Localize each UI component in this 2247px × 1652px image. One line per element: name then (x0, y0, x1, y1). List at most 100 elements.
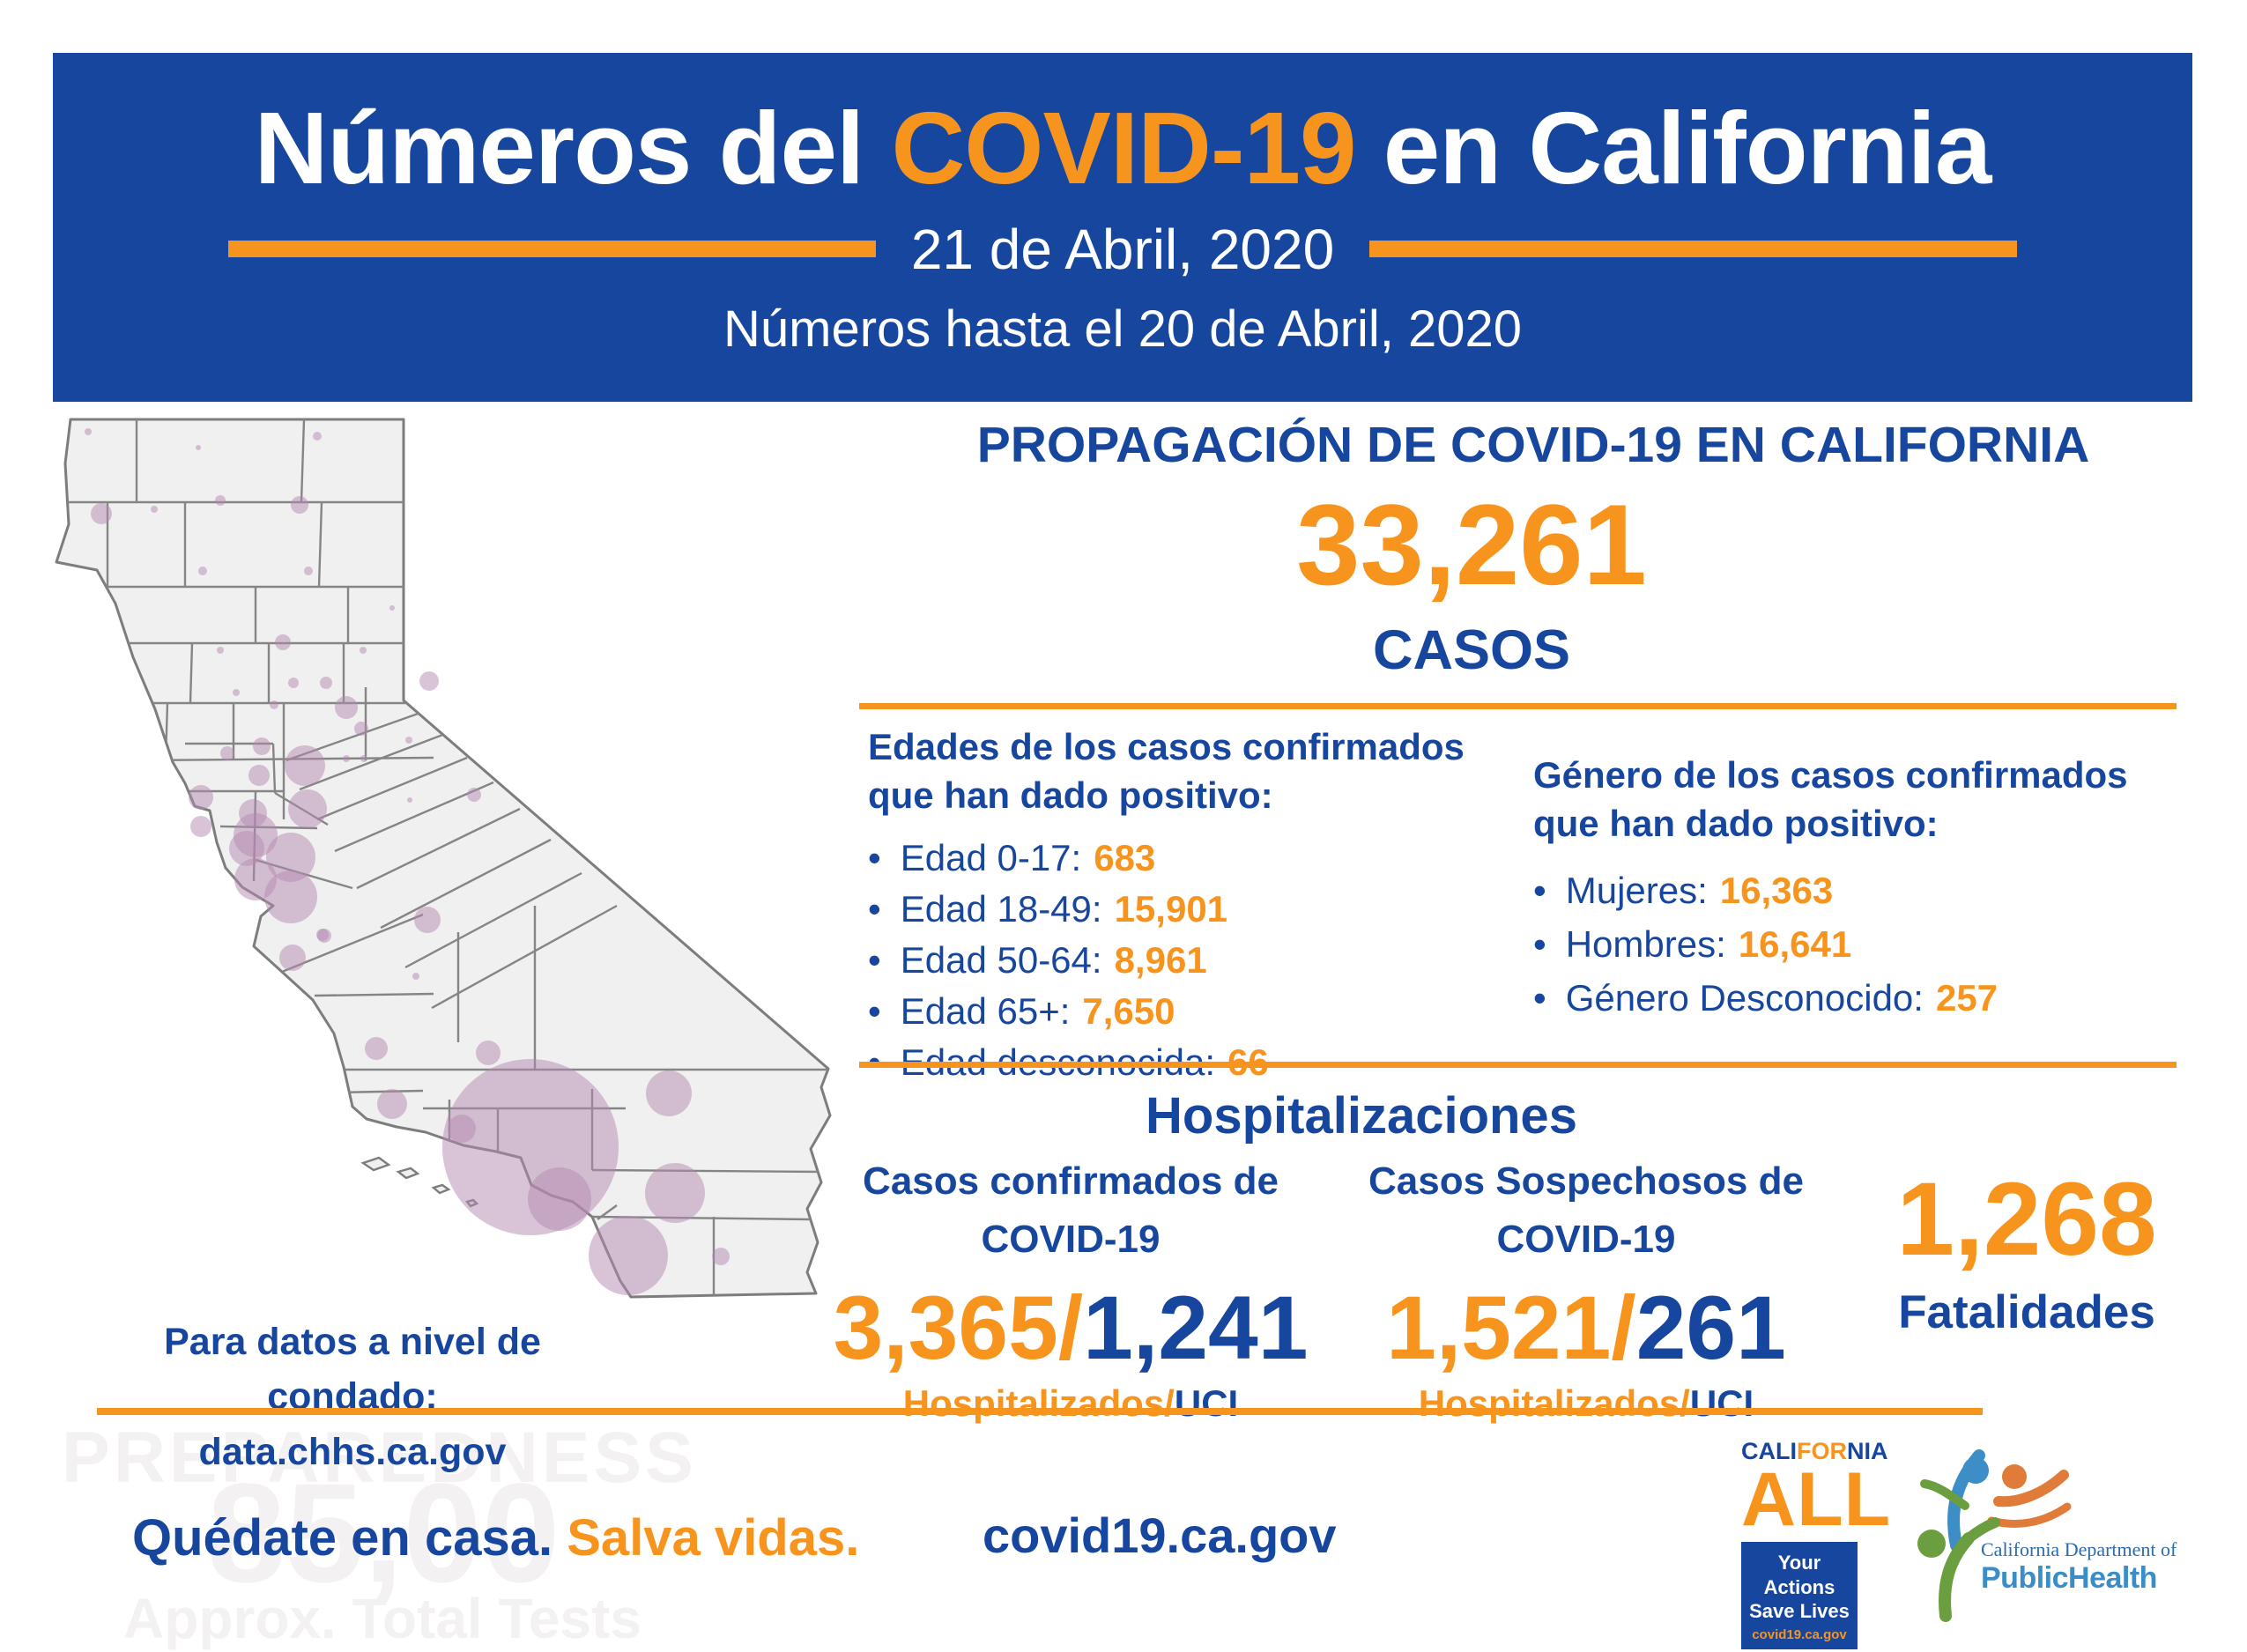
case-bubble (288, 678, 299, 688)
case-bubble (343, 755, 350, 762)
watermark-number: 85,00 (207, 1454, 560, 1611)
case-bubble (412, 973, 419, 980)
case-bubble (646, 1070, 692, 1116)
propagation-title: PROPAGACIÓN DE COVID-19 EN CALIFORNIA (976, 417, 2090, 473)
list-item: • Género Desconocido: 257 (1533, 972, 2185, 1026)
gender-section: Género de los casos confirmados que han … (1533, 751, 2185, 1026)
case-bubble (266, 833, 315, 882)
case-bubble (264, 870, 317, 923)
list-item: • Edad 65+: 7,650 (868, 986, 1467, 1037)
case-bubble (275, 634, 291, 650)
case-bubble (360, 755, 367, 762)
california-all-all: ALL (1741, 1457, 1892, 1542)
case-bubble (645, 1163, 705, 1223)
bullet-icon: • (868, 938, 881, 981)
data-through-date: Números hasta el 20 de Abril, 2020 (723, 300, 1522, 358)
divider-middle (859, 1062, 2177, 1068)
case-bubble (476, 1041, 501, 1065)
bullet-icon: • (868, 836, 881, 878)
case-bubble (448, 1115, 476, 1143)
ages-heading: Edades de los casos confirmados que han … (868, 726, 1465, 817)
list-item: • Mujeres: 16,363 (1533, 864, 2185, 918)
bullet-icon: • (868, 989, 881, 1032)
case-bubble (365, 1037, 388, 1060)
divider-bottom (97, 1408, 1983, 1415)
list-item: • Edad 50-64: 8,961 (868, 935, 1467, 986)
case-bubble (407, 797, 412, 803)
case-bubble (414, 907, 441, 933)
case-bubble (196, 445, 201, 450)
county-data-note: Para datos a nivel de condado: data.chhs… (115, 1315, 590, 1479)
report-date: 21 de Abril, 2020 (910, 217, 1335, 281)
case-bubble (589, 1216, 668, 1295)
hosp-icu-label: Hospitalizados/UCI (902, 1382, 1239, 1425)
case-bubble (248, 765, 270, 786)
suspected-hosp-icu-value: 1,521/261 (1386, 1278, 1786, 1378)
fatalities-value: 1,268 (1896, 1161, 2157, 1278)
list-item: • Edad 18-49: 15,901 (868, 884, 1467, 935)
bullet-icon: • (1533, 976, 1546, 1019)
cdph-figures-icon (1917, 1449, 2072, 1622)
stay-home-message: Quédate en casa. Salva vidas. (132, 1509, 860, 1567)
divider-top (859, 703, 2177, 709)
california-all-logo: CALIFORNIA ALL Your Actions Save Lives c… (1741, 1438, 1892, 1649)
header-banner: Números del COVID-19 en California 21 de… (53, 53, 2192, 402)
cdph-logo: California Department of PublicHealth (1903, 1440, 2229, 1629)
bullet-icon: • (1533, 922, 1546, 965)
page-title-covid19: COVID-19 (891, 90, 1357, 205)
page-title-part1: Números del (254, 90, 892, 205)
confirmed-hospitalizations: Casos confirmados de COVID-19 3,365/1,24… (815, 1152, 1326, 1425)
gender-heading: Género de los casos confirmados que han … (1533, 754, 2128, 845)
california-all-wordmark: CALIFORNIA (1741, 1438, 1888, 1464)
confirmed-hosp-icu-value: 3,365/1,241 (833, 1278, 1309, 1378)
gender-list: • Mujeres: 16,363 • Hombres: 16,641 • Género … (1533, 864, 2185, 1026)
case-bubble (389, 605, 395, 611)
covid19-url[interactable]: covid19.ca.gov (983, 1508, 1337, 1563)
ages-list: • Edad 0-17: 683 • Edad 18-49: 15,901 • Edad … (868, 833, 1467, 1088)
case-bubble (189, 785, 213, 810)
case-bubble (405, 737, 412, 744)
date-divider-left (227, 241, 876, 257)
case-bubble (313, 432, 322, 441)
fatalities-label: Fatalidades (1898, 1286, 2155, 1338)
case-bubble (360, 647, 367, 654)
fatalities-section: 1,268 Fatalidades (1842, 1167, 2212, 1339)
list-item: • Hombres: 16,641 (1533, 918, 2185, 972)
cdph-text: California Department of PublicHealth (1981, 1538, 2177, 1595)
case-bubble (320, 677, 332, 689)
case-bubble (229, 831, 264, 866)
total-cases-value: 33,261 (1296, 480, 1647, 609)
case-bubble (190, 816, 211, 837)
case-bubble (279, 945, 306, 971)
case-bubble (304, 567, 313, 575)
page-title: Números del COVID-19 en California (255, 97, 1992, 199)
case-bubbles (85, 428, 730, 1295)
ca-all-url[interactable]: covid19.ca.gov (1752, 1626, 1847, 1642)
bullet-icon: • (868, 887, 881, 930)
california-state-outline (55, 418, 832, 1299)
watermark-approx-total-tests: Approx. Total Tests (123, 1587, 641, 1650)
date-divider-right (1369, 241, 2018, 257)
case-bubble (215, 495, 226, 506)
case-bubble (467, 788, 481, 802)
hosp-icu-label: Hospitalizados/UCI (1418, 1382, 1754, 1425)
case-bubble (377, 1089, 407, 1119)
case-bubble (354, 722, 368, 736)
case-bubble (270, 700, 278, 709)
case-bubble (419, 671, 439, 691)
case-bubble (712, 1248, 730, 1265)
case-bubble (528, 1167, 591, 1231)
total-cases-label: CASOS (1372, 619, 1571, 681)
your-actions-save-lives-box: Your Actions Save Lives covid19.ca.gov (1741, 1542, 1858, 1649)
case-bubble (91, 503, 112, 524)
case-bubble (233, 689, 240, 696)
case-bubble (285, 745, 325, 786)
date-row: 21 de Abril, 2020 (227, 217, 2018, 282)
ages-section: Edades de los casos confirmados que han … (868, 722, 1467, 1088)
list-item: • Edad 0-17: 683 (868, 833, 1467, 884)
county-data-link[interactable]: data.chhs.ca.gov (198, 1430, 507, 1473)
case-bubble (151, 506, 158, 513)
watermark-preparedness: PREPAREDNESS (62, 1418, 697, 1498)
case-bubble (316, 929, 329, 941)
